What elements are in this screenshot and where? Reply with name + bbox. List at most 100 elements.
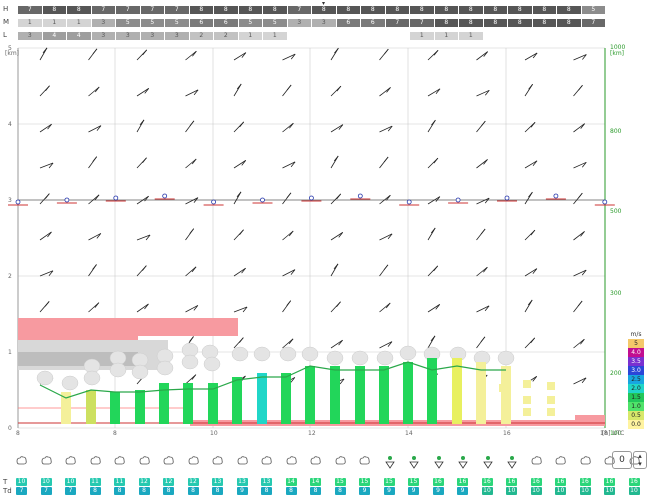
legend-item: 2.0 [628, 384, 644, 393]
wind-barb [379, 194, 391, 205]
wind-barb [339, 378, 345, 385]
cloud-cell-h: 8 [508, 6, 533, 14]
dewpoint-value: 8 [285, 487, 297, 495]
wind-barb [483, 159, 488, 165]
zoom-value-box[interactable]: 0 [612, 451, 632, 469]
temperature-value: 10 [65, 478, 76, 486]
cloud-icon [531, 455, 543, 467]
wind-barb [480, 336, 486, 343]
wind-barb [524, 268, 538, 277]
temperature-value: 15 [334, 478, 346, 486]
wind-barb [185, 50, 197, 61]
precip-marker [523, 396, 531, 404]
cloud-cell-l: 1 [238, 32, 263, 40]
cloud-bubble [253, 346, 271, 362]
wind-barb [387, 233, 393, 240]
wind-barb [136, 303, 149, 313]
wind-barb [480, 228, 486, 235]
wind-barb [189, 336, 194, 342]
cloud-cell-m: 1 [42, 19, 67, 27]
cloud-cell-l [532, 32, 557, 40]
wind-barb [573, 377, 587, 385]
cloud-cell-m: 1 [67, 19, 92, 27]
wind-barb [282, 230, 294, 241]
vertical-motion-bar [281, 373, 291, 424]
temperature-value: 12 [163, 478, 174, 486]
wind-barb [92, 264, 97, 270]
wind-barb [573, 338, 585, 349]
cloud-cell-l: 1 [459, 32, 484, 40]
cloud-bubble [301, 346, 319, 362]
dewpoint-value: 10 [579, 487, 591, 495]
wind-barb [336, 85, 342, 92]
wind-barb [573, 54, 587, 61]
vertical-motion-bar [159, 383, 169, 424]
wind-barb [193, 197, 199, 203]
cloud-cell-l: 3 [116, 32, 141, 40]
wind-barb [530, 122, 536, 128]
wind-barb [435, 196, 441, 202]
wind-barb [532, 268, 538, 274]
wind-barb [88, 194, 100, 205]
cloud-cell-h: 8 [67, 6, 92, 14]
wind-barb [289, 122, 294, 129]
wind-barb [383, 264, 389, 271]
wind-barb [577, 192, 583, 199]
wind-barb [282, 122, 294, 133]
wind-barb [524, 52, 538, 61]
wind-barb [189, 228, 195, 234]
cloud-cell-h: 8 [312, 6, 337, 14]
cloud-cell-h: 5 [581, 6, 606, 14]
wind-barb [338, 339, 343, 346]
freezing-marker [162, 193, 168, 199]
wind-barb [241, 375, 246, 382]
wind-barb [282, 269, 296, 277]
cloud-row-label-l: L [3, 31, 7, 39]
cloud-icon [237, 455, 249, 467]
cloud-row-label-h: H [3, 5, 9, 13]
wind-barb [185, 89, 199, 97]
wind-barb [233, 160, 246, 169]
dewpoint-value: 10 [530, 487, 542, 495]
wind-barb [383, 48, 389, 55]
cloud-cell-m: 8 [508, 19, 533, 27]
dewpoint-value: 10 [481, 487, 493, 495]
cloud-cell-h: 7 [116, 6, 141, 14]
x-axis-tick: 12 [308, 430, 316, 437]
cloud-cell-m: 8 [557, 19, 582, 27]
zoom-stepper[interactable]: ▴ ▾ [633, 451, 647, 469]
vertical-motion-bar [330, 366, 340, 424]
wind-barb [578, 85, 583, 91]
cloud-cell-m: 6 [361, 19, 386, 27]
wind-barb [379, 341, 393, 349]
wind-barb [530, 229, 536, 236]
cloud-cell-h: 8 [263, 6, 288, 14]
color-legend: m/s 5 4.0 3.5 3.0 2.5 2.0 1.5 1.0 0.5 0.0 [628, 330, 644, 429]
wind-barb [142, 49, 148, 56]
temperature-value: 16 [530, 478, 542, 486]
cloud-cell-h: 8 [214, 6, 239, 14]
dewpoint-value: 8 [89, 487, 101, 495]
rain-icon [433, 455, 445, 469]
wind-barb [185, 305, 199, 313]
right-axis-tick: 500 [610, 208, 622, 215]
precip-marker [523, 408, 531, 416]
temperature-value: 16 [628, 478, 640, 486]
wind-barb [431, 119, 436, 126]
right-axis-unit: [km] [610, 50, 625, 57]
dewpoint-value: 9 [236, 487, 248, 495]
wind-barb [92, 48, 98, 55]
vertical-motion-bar [355, 366, 365, 424]
wind-barb [433, 157, 439, 164]
wind-barb [387, 125, 393, 132]
freezing-marker [15, 199, 21, 205]
wind-barb [483, 266, 488, 273]
wind-barb [581, 377, 587, 384]
cloud-icon [335, 455, 347, 467]
cloud-cell-m: 7 [385, 19, 410, 27]
wind-barb [476, 159, 488, 169]
temperature-value: 16 [555, 478, 566, 486]
wind-barb [387, 341, 393, 347]
cloud-cell-h: 8 [336, 6, 361, 14]
dewpoint-value: 9 [359, 487, 370, 495]
